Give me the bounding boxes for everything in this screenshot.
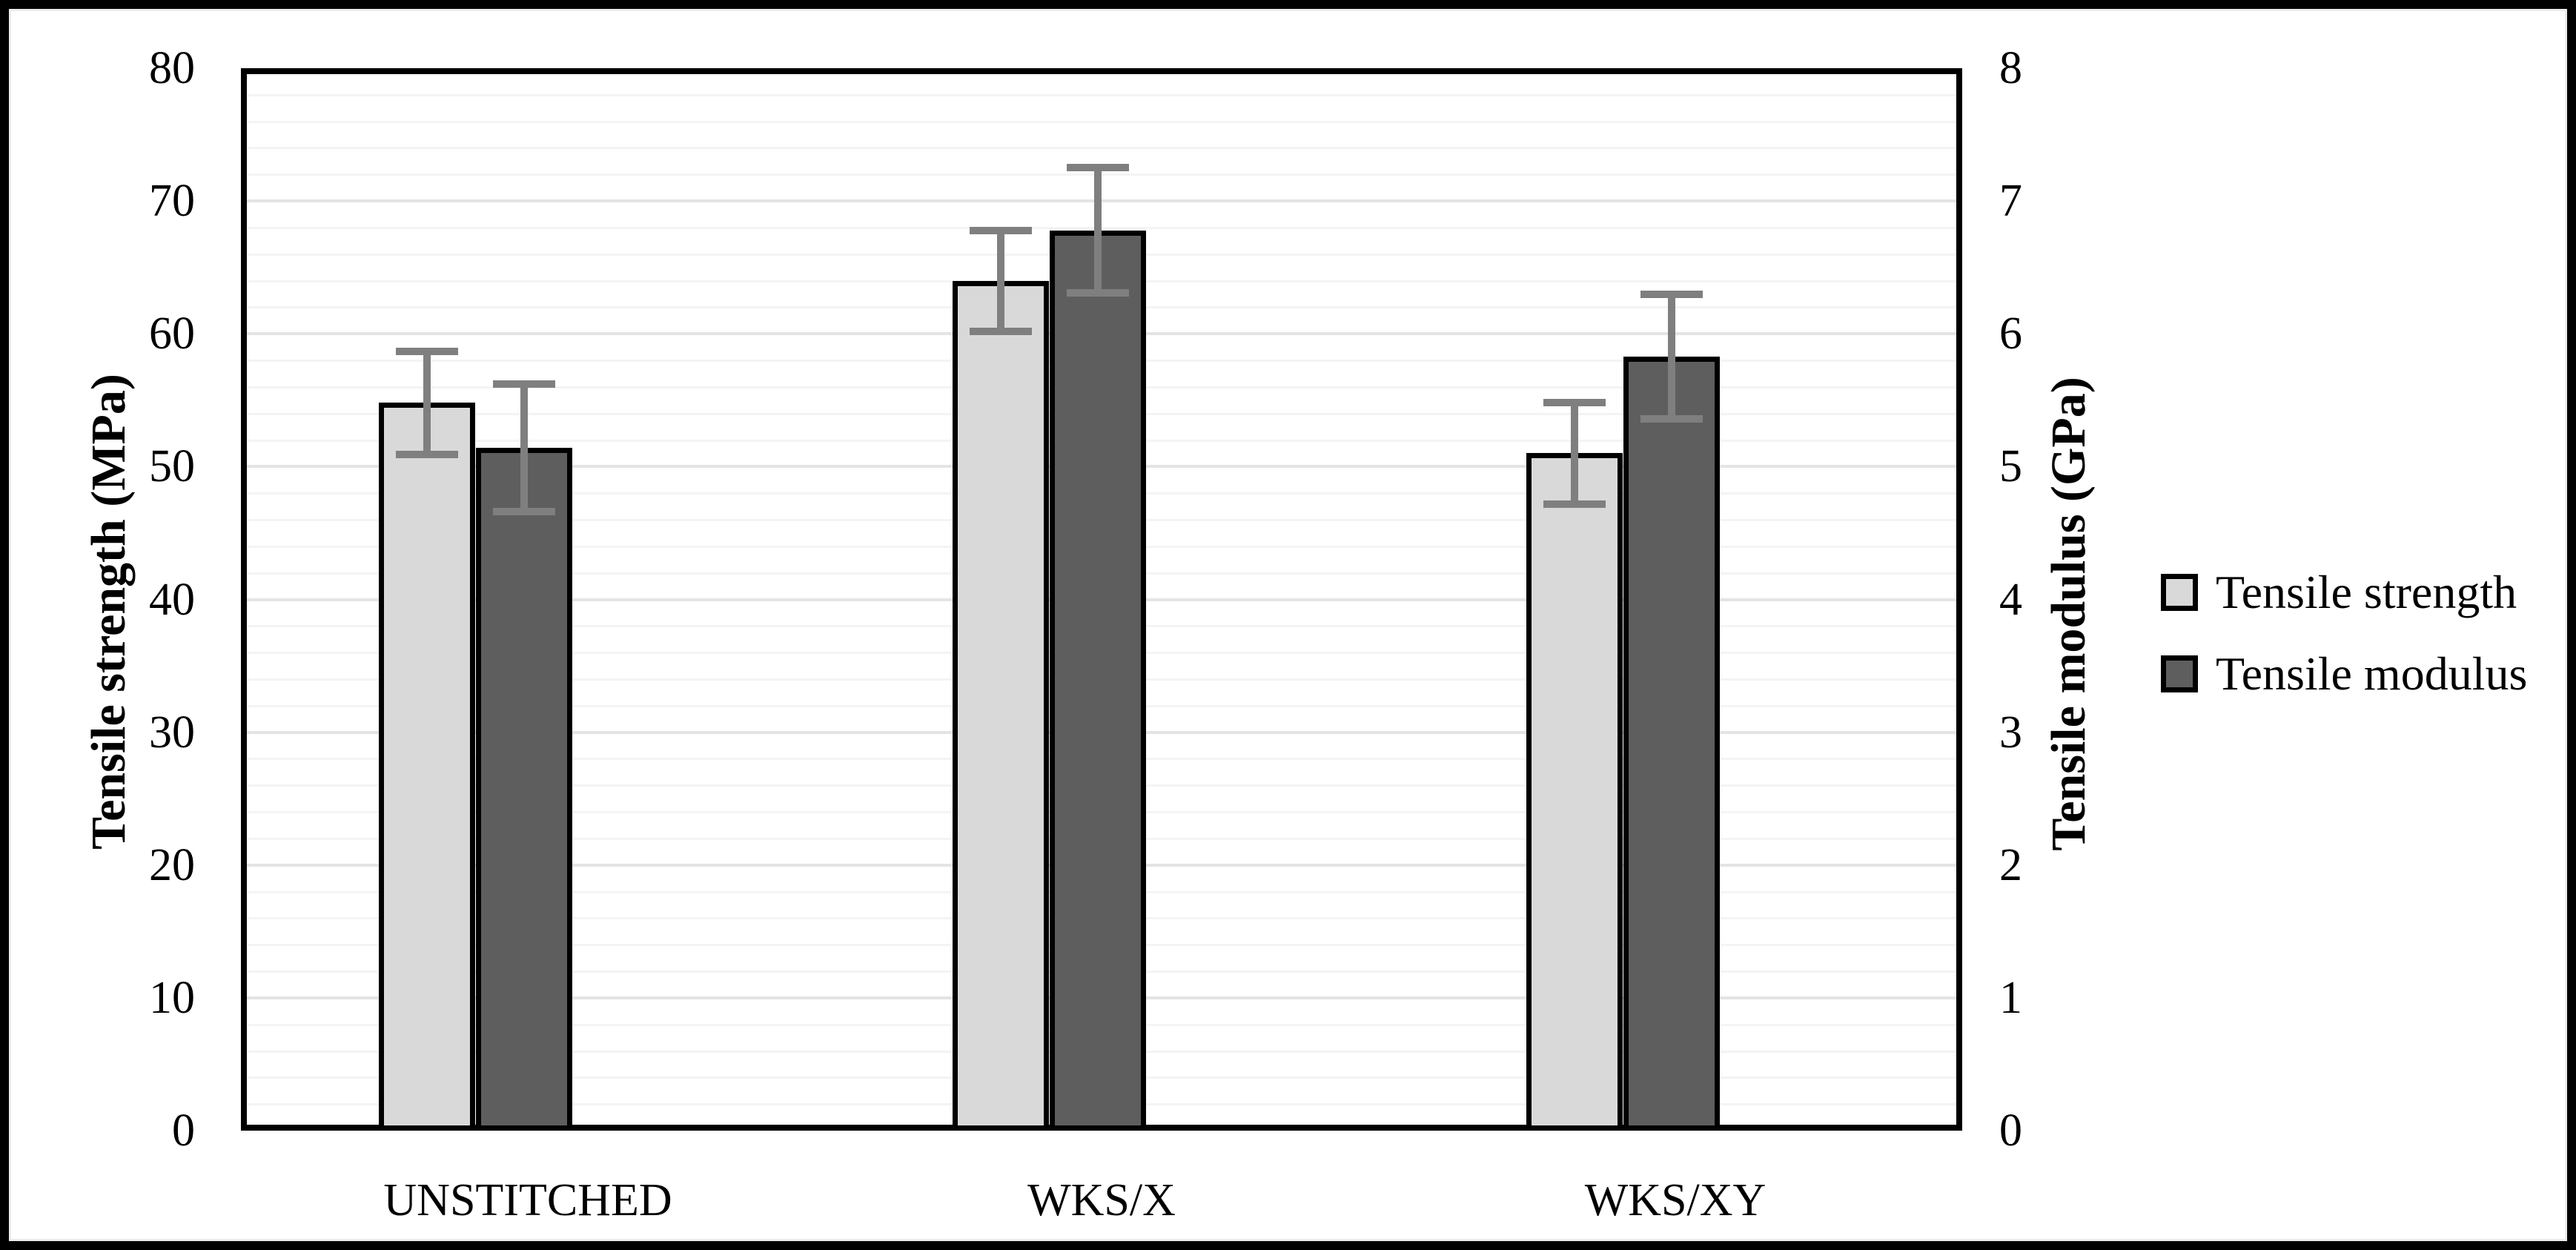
minor-gridline: [241, 147, 1962, 150]
error-bar-1-2: [1668, 294, 1675, 419]
error-cap-low-0-2: [1543, 500, 1606, 508]
left-tick-label-40: 40: [149, 574, 195, 625]
left-tick-label-70: 70: [149, 176, 195, 227]
error-cap-high-0-2: [1543, 399, 1606, 407]
left-tick-label-0: 0: [172, 1105, 195, 1156]
left-tick-label-30: 30: [149, 707, 195, 758]
left-tick-label-60: 60: [149, 308, 195, 360]
legend-label: Tensile modulus: [2216, 647, 2528, 700]
right-tick-label-8: 8: [1999, 43, 2022, 93]
right-tick-label-1: 1: [1999, 972, 2022, 1023]
legend-marker-modulus: [2161, 655, 2198, 692]
right-tick-label-7: 7: [1999, 176, 2022, 227]
major-gridline: [241, 199, 1962, 203]
error-cap-low-0-0: [396, 451, 458, 459]
bar-tensile-modulus-1: [1050, 230, 1146, 1131]
error-bar-1-1: [1094, 168, 1102, 293]
error-cap-high-1-2: [1640, 290, 1703, 298]
legend-marker-strength: [2161, 574, 2198, 611]
error-cap-high-1-0: [493, 380, 555, 388]
left-axis-title: Tensile strength (MPa): [82, 374, 136, 850]
left-tick-label-20: 20: [149, 839, 195, 890]
bar-tensile-strength-1: [953, 280, 1049, 1131]
bar-tensile-modulus-2: [1623, 356, 1720, 1131]
left-tick-label-80: 80: [149, 43, 195, 93]
chart-canvas: 0 10 20 30 40 50 60 70 80 0 1 2 3 4 5 6 7 8 UNSTITCHED WK…: [9, 9, 2567, 1241]
error-cap-low-1-2: [1640, 414, 1703, 423]
error-bar-0-2: [1571, 403, 1578, 504]
minor-gridline: [241, 93, 1962, 96]
error-bar-0-1: [997, 230, 1004, 331]
error-cap-high-1-1: [1067, 164, 1129, 172]
error-bar-1-0: [520, 384, 528, 512]
minor-gridline: [241, 173, 1962, 176]
right-axis-title: Tensile modulus (GPa): [2042, 377, 2096, 851]
right-tick-label-2: 2: [1999, 839, 2022, 890]
x-axis-label-wks-x: WKS/X: [1027, 1175, 1176, 1226]
error-bar-0-0: [423, 351, 431, 455]
error-cap-high-0-1: [970, 226, 1032, 234]
right-tick-label-5: 5: [1999, 441, 2022, 492]
minor-gridline: [241, 120, 1962, 123]
x-axis-label-wks-xy: WKS/XY: [1584, 1175, 1767, 1226]
right-tick-label-4: 4: [1999, 574, 2022, 625]
legend-item-tensile-strength: Tensile strength: [2161, 566, 2527, 619]
error-cap-high-0-0: [396, 347, 458, 355]
left-tick-label-10: 10: [149, 972, 195, 1023]
bar-tensile-strength-2: [1526, 453, 1623, 1131]
right-tick-label-3: 3: [1999, 707, 2022, 758]
right-tick-label-0: 0: [1999, 1105, 2022, 1156]
legend-label: Tensile strength: [2216, 566, 2517, 618]
right-tick-label-6: 6: [1999, 308, 2022, 360]
legend: Tensile strength Tensile modulus: [2161, 566, 2527, 701]
error-cap-low-1-0: [493, 508, 555, 516]
left-tick-label-50: 50: [149, 441, 195, 492]
x-axis-label-unstitched: UNSTITCHED: [383, 1175, 672, 1226]
legend-item-tensile-modulus: Tensile modulus: [2161, 647, 2527, 701]
error-cap-low-0-1: [970, 327, 1032, 335]
bar-tensile-modulus-0: [476, 448, 572, 1131]
error-cap-low-1-1: [1067, 288, 1129, 297]
bar-tensile-strength-0: [379, 403, 475, 1131]
minor-gridline: [241, 226, 1962, 229]
